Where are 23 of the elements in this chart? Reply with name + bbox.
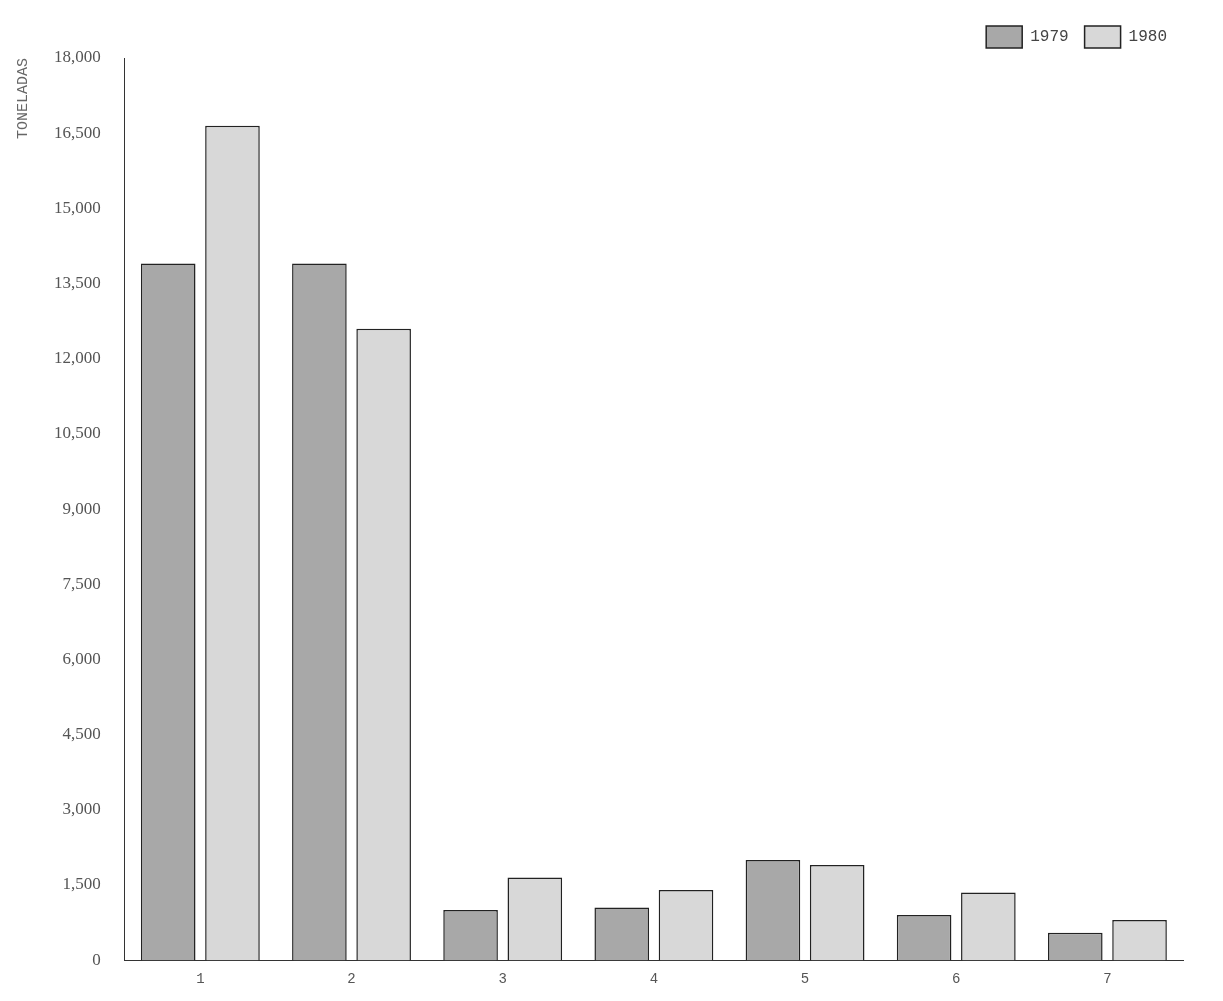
y-tick-label: 6,000	[62, 648, 101, 668]
x-tick-label: 4	[649, 971, 659, 988]
x-tick-label: 3	[498, 971, 507, 988]
y-tick-label: 10,500	[54, 423, 101, 443]
y-tick-label: 7,500	[62, 573, 101, 593]
x-tick-label: 6	[952, 971, 961, 988]
x-tick-label: 5	[800, 971, 810, 988]
legend-label: 1980	[1128, 28, 1167, 47]
y-tick-label: 3,000	[62, 799, 101, 819]
y-tick-label: 13,500	[54, 273, 101, 293]
y-tick-label: 12,000	[54, 348, 101, 368]
y-tick-label: 18,000	[54, 47, 101, 67]
y-tick-label: 16,500	[54, 122, 101, 142]
x-tick-label: 7	[1103, 971, 1112, 988]
x-tick-label: 1	[196, 971, 205, 988]
y-tick-label: 9,000	[62, 498, 101, 518]
y-axis-title: TONELADAS	[14, 58, 32, 140]
y-tick-label: 1,500	[62, 874, 101, 894]
y-tick-label: 0	[92, 949, 101, 969]
x-tick-label: 2	[347, 971, 356, 988]
y-tick-label: 15,000	[54, 197, 101, 217]
legend-label: 1979	[1030, 28, 1069, 47]
y-tick-label: 4,500	[62, 724, 101, 744]
